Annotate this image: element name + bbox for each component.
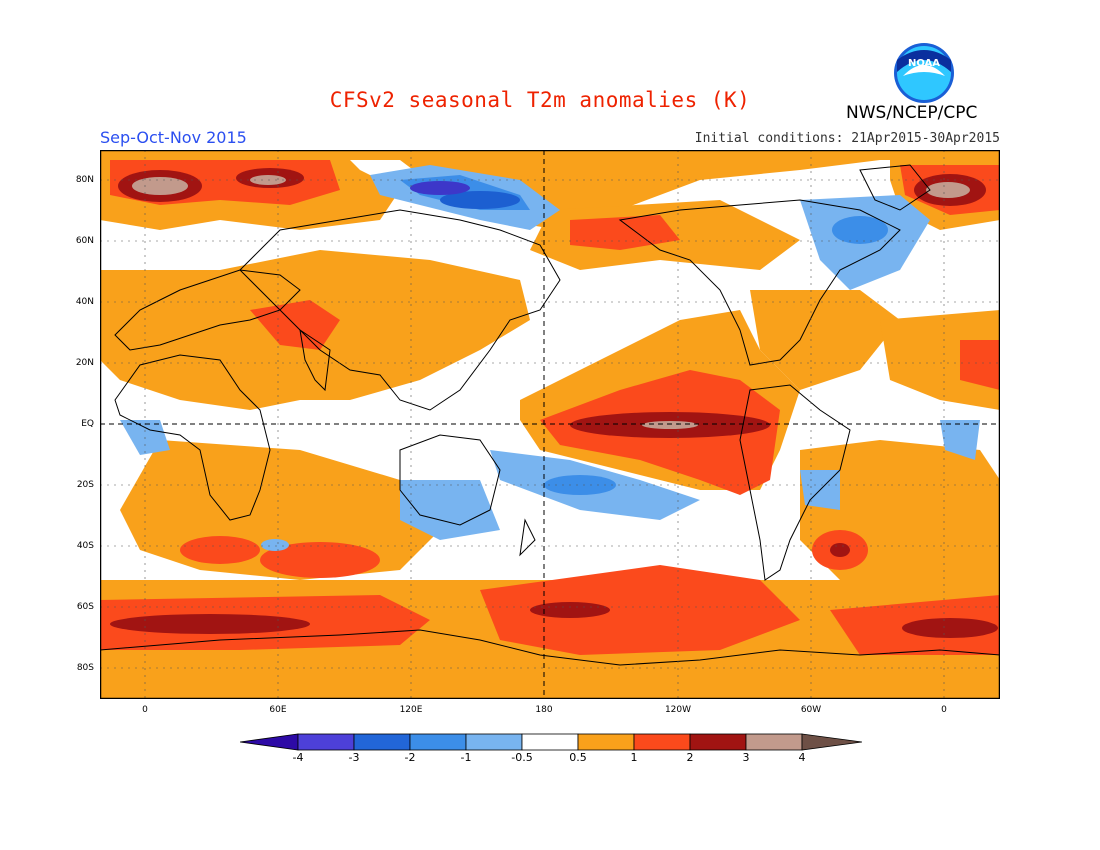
lat-label-20n: 20N	[75, 358, 94, 368]
reference-lines	[100, 150, 1000, 699]
colorbar-arrow-high	[801, 733, 862, 751]
lon-label-180: 180	[535, 705, 553, 715]
lat-label-80n: 80N	[75, 175, 94, 185]
colorbar-label: 4	[798, 751, 806, 764]
season-label: Sep-Oct-Nov 2015	[100, 128, 247, 147]
lon-label-120e: 120E	[399, 705, 423, 715]
colorbar-bin	[745, 733, 803, 751]
logo-text: NOAA	[908, 58, 940, 69]
colorbar-label: 0.5	[569, 751, 587, 764]
colorbar-label: 3	[742, 751, 750, 764]
agency-label: NWS/NCEP/CPC	[846, 103, 978, 123]
colorbar-bin	[353, 733, 411, 751]
lat-label-60s: 60S	[76, 602, 94, 612]
lat-label-80s: 80S	[76, 663, 94, 673]
colorbar-bin	[633, 733, 691, 751]
lat-label-40s: 40S	[76, 541, 94, 551]
colorbar-label: 2	[686, 751, 694, 764]
colorbar-label: -2	[404, 751, 416, 764]
lon-label-0-east: 0	[941, 705, 947, 715]
colorbar-bin	[521, 733, 579, 751]
lat-label-20s: 20S	[76, 480, 94, 490]
warm-anomaly-layer	[100, 150, 1000, 699]
lat-label-40n: 40N	[75, 297, 94, 307]
noaa-logo: NOAA	[894, 43, 954, 103]
colorbar-bin	[409, 733, 467, 751]
colorbar-bin	[297, 733, 355, 751]
colorbar-bin	[689, 733, 747, 751]
colorbar	[240, 733, 862, 751]
lat-label-eq: EQ	[81, 419, 94, 429]
lon-label-60e: 60E	[269, 705, 287, 715]
world-anomaly-map	[100, 150, 1000, 699]
lon-label-0-west: 0	[142, 705, 148, 715]
colorbar-label: 1	[630, 751, 638, 764]
colorbar-label: -0.5	[511, 751, 533, 764]
coastlines-layer	[100, 164, 1000, 666]
initial-conditions-label: Initial conditions: 21Apr2015-30Apr2015	[694, 131, 1000, 146]
lon-label-60w: 60W	[800, 705, 822, 715]
colorbar-label: -3	[348, 751, 360, 764]
map-title: CFSv2 seasonal T2m anomalies (K)	[329, 88, 751, 112]
colorbar-bin	[465, 733, 523, 751]
grid-lines	[100, 150, 1000, 699]
lon-label-120w: 120W	[664, 705, 692, 715]
colorbar-label: -1	[460, 751, 472, 764]
colorbar-label: -4	[292, 751, 304, 764]
colorbar-bin	[577, 733, 635, 751]
colorbar-arrow-low	[240, 733, 299, 751]
lat-label-60n: 60N	[75, 236, 94, 246]
